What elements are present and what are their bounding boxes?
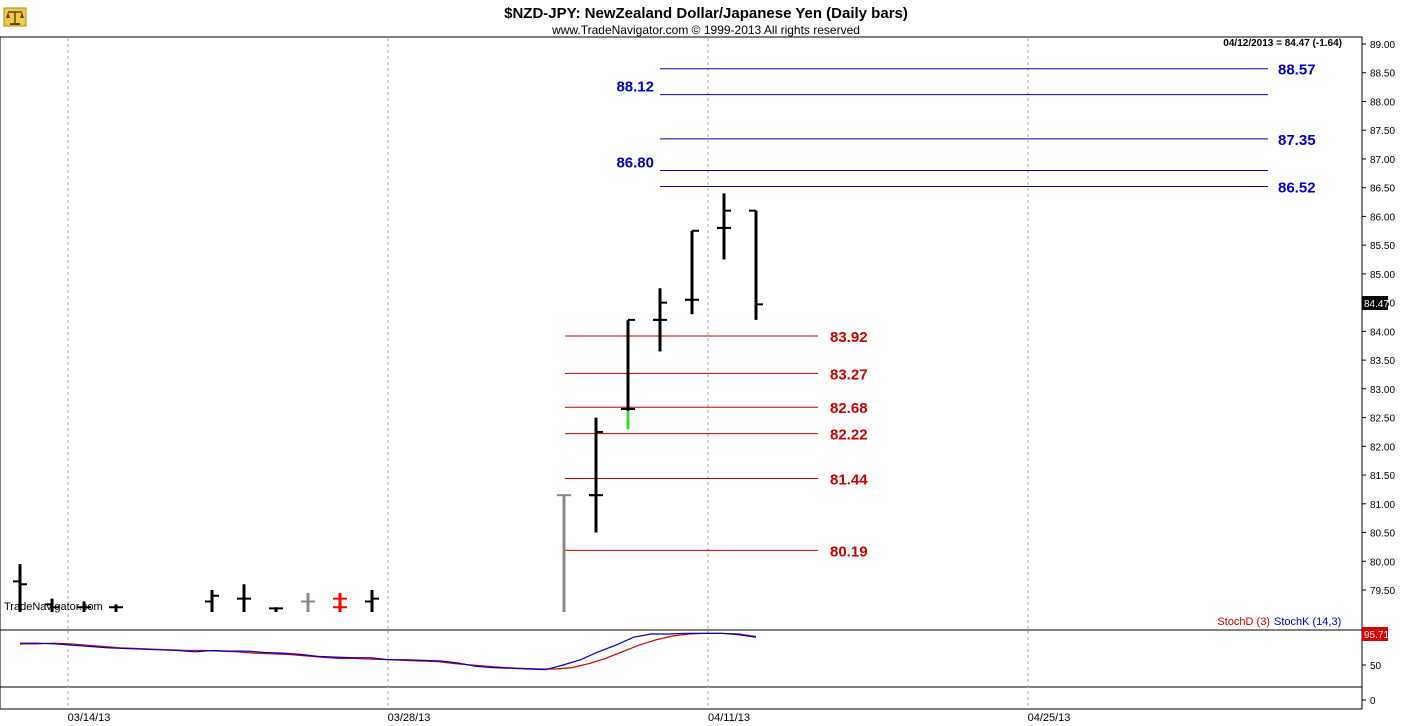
y-tick-label: 81.00 — [1370, 500, 1395, 511]
y-tick-label: 85.50 — [1370, 241, 1395, 252]
stoch-tick-label: 0 — [1370, 696, 1376, 707]
x-axis: 03/14/13 03/28/13 04/11/13 04/25/13 — [68, 712, 1071, 724]
stoch-y-axis: 50 0 — [1362, 661, 1382, 707]
x-tick-label: 03/14/13 — [68, 712, 111, 724]
stoch-k-line — [20, 632, 757, 671]
y-tick-label: 79.50 — [1370, 586, 1395, 597]
ohlc-bar — [269, 607, 283, 612]
ohlc-bar — [205, 590, 219, 612]
resistance-label: 87.35 — [1278, 132, 1316, 149]
resistance-label: 86.52 — [1278, 180, 1316, 197]
support-label: 83.92 — [830, 329, 868, 346]
stoch-tick-label: 50 — [1370, 661, 1382, 672]
ohlc-bar — [717, 193, 731, 260]
ohlc-bar — [333, 595, 347, 612]
y-tick-label: 88.00 — [1370, 97, 1395, 108]
watermark: TradeNavigator.com — [4, 601, 103, 613]
last-price-tag — [1362, 296, 1388, 310]
y-tick-label: 82.50 — [1370, 414, 1395, 425]
y-tick-label: 80.50 — [1370, 529, 1395, 540]
x-tick-label: 03/28/13 — [388, 712, 431, 724]
ohlc-bar — [109, 604, 123, 612]
ohlc-bar — [237, 584, 251, 612]
legend-stoch-k: StochK (14,3) — [1274, 616, 1341, 628]
support-label: 80.19 — [830, 543, 868, 560]
ohlc-bars — [13, 193, 763, 612]
price-readout: 04/12/2013 = 84.47 (-1.64) — [1223, 38, 1342, 49]
stoch-panel: 50 0 StochD (3) StochK (14,3) 95.71 — [0, 616, 1389, 710]
chart-subtitle: www.TradeNavigator.com © 1999-2013 All r… — [551, 23, 860, 37]
ohlc-bar — [365, 590, 379, 612]
ohlc-bar — [301, 592, 315, 612]
ohlc-bar — [557, 494, 571, 612]
y-tick-label: 81.50 — [1370, 471, 1395, 482]
y-tick-label: 86.50 — [1370, 184, 1395, 195]
header: $NZD-JPY: NewZealand Dollar/Japanese Yen… — [3, 5, 908, 37]
support-label: 82.68 — [830, 400, 868, 417]
y-tick-label: 87.00 — [1370, 155, 1395, 166]
x-tick-label: 04/11/13 — [708, 712, 750, 724]
y-tick-label: 80.00 — [1370, 557, 1395, 568]
ohlc-bar — [45, 598, 59, 612]
stoch-readout-tag — [1362, 627, 1388, 641]
y-tick-label: 84.00 — [1370, 327, 1395, 338]
last-price-tag-text: 84.47 — [1364, 299, 1389, 310]
price-y-axis: 89.00 88.50 88.00 87.50 87.00 86.50 86.00 85.50… — [1362, 40, 1395, 597]
support-label: 83.27 — [830, 366, 868, 383]
price-levels: 86.52 86.80 87.35 88.12 88.57 83.92 83.27 82.68… — [565, 62, 1316, 560]
y-tick-label: 85.00 — [1370, 270, 1395, 281]
resistance-label: 86.80 — [616, 154, 654, 171]
y-tick-label: 83.00 — [1370, 385, 1395, 396]
y-tick-label: 86.00 — [1370, 212, 1395, 223]
y-tick-label: 87.50 — [1370, 126, 1395, 137]
y-tick-label: 88.50 — [1370, 69, 1395, 80]
vertical-gridlines — [67, 38, 1029, 629]
support-label: 82.22 — [830, 427, 868, 444]
y-tick-label: 83.50 — [1370, 356, 1395, 367]
support-label: 81.44 — [830, 472, 868, 489]
stoch-lines — [20, 632, 757, 671]
stoch-readout-text: 95.71 — [1364, 630, 1389, 641]
ohlc-bar — [749, 209, 763, 320]
legend-stoch-d: StochD (3) — [1217, 616, 1270, 628]
price-panel: 86.52 86.80 87.35 88.12 88.57 83.92 83.27 82.68… — [0, 36, 1395, 631]
ohlc-bar — [685, 229, 699, 315]
ohlc-bar — [77, 601, 91, 612]
resistance-label: 88.57 — [1278, 62, 1316, 79]
scale-icon — [3, 7, 27, 27]
ohlc-bar — [589, 417, 603, 533]
y-tick-label: 82.00 — [1370, 442, 1395, 453]
y-tick-label: 89.00 — [1370, 40, 1395, 51]
chart-title: $NZD-JPY: NewZealand Dollar/Japanese Yen… — [504, 5, 908, 22]
ohlc-bar — [13, 564, 27, 612]
resistance-label: 88.12 — [616, 79, 654, 96]
ohlc-bar — [653, 288, 667, 352]
x-tick-label: 04/25/13 — [1028, 712, 1071, 724]
